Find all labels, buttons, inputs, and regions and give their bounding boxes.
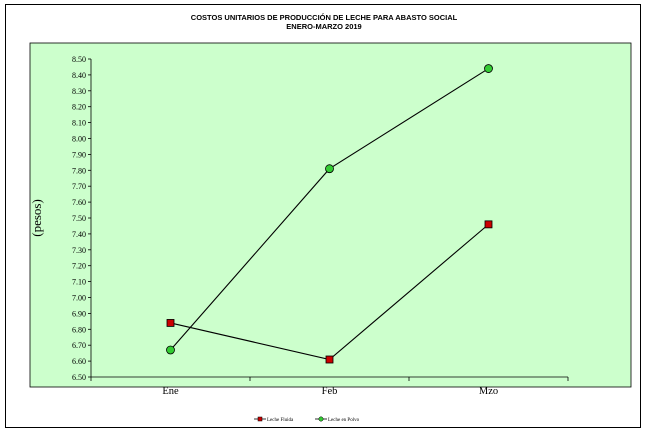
chart-subtitle: ENERO-MARZO 2019 bbox=[286, 22, 362, 31]
y-tick-label: 6.80 bbox=[72, 325, 86, 334]
y-tick-label: 7.00 bbox=[72, 294, 86, 303]
y-axis-label: (pesos) bbox=[29, 199, 44, 237]
y-tick-label: 7.20 bbox=[72, 262, 86, 271]
series-leche-fluida bbox=[166, 220, 493, 364]
y-tick-label: 7.10 bbox=[72, 278, 86, 287]
data-point bbox=[166, 319, 175, 327]
y-tick-label: 6.60 bbox=[72, 357, 86, 366]
x-tick-label: Ene bbox=[162, 386, 179, 397]
y-tick-label: 8.20 bbox=[72, 103, 86, 112]
y-tick-label: 7.70 bbox=[72, 182, 86, 191]
data-point bbox=[484, 64, 493, 73]
series-leche-en-polvo bbox=[166, 64, 493, 355]
legend-marker bbox=[257, 416, 263, 422]
y-tick-label: 8.00 bbox=[72, 135, 86, 144]
y-axis: 6.50 6.60 6.70 6.80 6.90 7.00 7.10 7.20 7.30 7.40… bbox=[72, 55, 92, 382]
y-tick-label: 6.70 bbox=[72, 341, 86, 350]
x-tick-label: Mzo bbox=[479, 386, 498, 397]
y-tick-label: 8.10 bbox=[72, 119, 86, 128]
plot-area bbox=[29, 42, 632, 388]
y-tick-label: 7.50 bbox=[72, 214, 86, 223]
y-tick-label: 8.50 bbox=[72, 55, 86, 64]
legend: Leche Fluida Leche en Polvo bbox=[254, 416, 360, 423]
legend-item: Leche Fluida bbox=[254, 416, 294, 423]
chart-title: COSTOS UNITARIOS DE PRODUCCIÓN DE LECHE … bbox=[190, 13, 458, 22]
data-point bbox=[166, 345, 175, 355]
legend-label: Leche Fluida bbox=[267, 418, 294, 423]
y-tick-label: 7.40 bbox=[72, 230, 86, 239]
y-tick-label: 7.60 bbox=[72, 198, 86, 207]
legend-marker bbox=[318, 416, 324, 422]
series-layer bbox=[166, 64, 493, 364]
line-chart: 6.50 6.60 6.70 6.80 6.90 7.00 7.10 7.20 7.30 7.40… bbox=[29, 42, 632, 423]
x-axis: Ene Feb Mzo bbox=[90, 376, 569, 397]
y-tick-label: 7.80 bbox=[72, 166, 86, 175]
data-point bbox=[325, 164, 334, 174]
y-tick-label: 7.30 bbox=[72, 246, 86, 255]
data-point bbox=[484, 220, 493, 229]
data-point bbox=[325, 355, 334, 364]
x-tick-label: Feb bbox=[322, 386, 338, 397]
y-tick-label: 7.90 bbox=[72, 150, 86, 159]
legend-label: Leche en Polvo bbox=[328, 418, 360, 423]
chart-frame: COSTOS UNITARIOS DE PRODUCCIÓN DE LECHE … bbox=[5, 4, 641, 428]
y-tick-label: 8.40 bbox=[72, 71, 86, 80]
y-tick-label: 6.50 bbox=[72, 373, 86, 382]
y-tick-label: 8.30 bbox=[72, 87, 86, 96]
legend-item: Leche en Polvo bbox=[315, 416, 360, 423]
y-tick-label: 6.90 bbox=[72, 309, 86, 318]
